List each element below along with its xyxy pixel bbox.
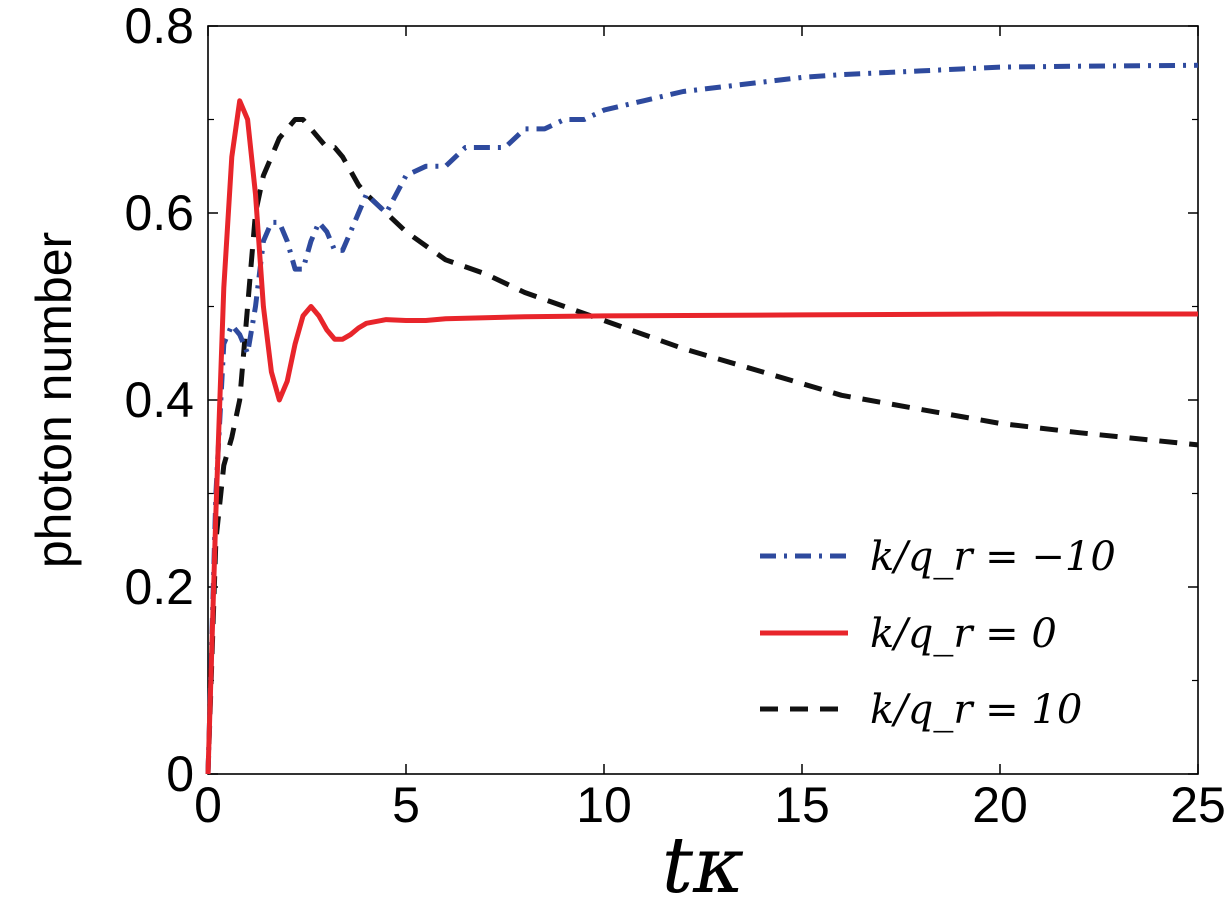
- legend-label: k/q_r = −10: [870, 534, 1116, 580]
- y-tick-label: 0.2: [124, 559, 194, 615]
- y-tick-label: 0: [166, 746, 194, 802]
- x-tick-label: 20: [972, 777, 1028, 833]
- series-line-2: [205, 117, 1199, 775]
- tick-marks: [207, 25, 1199, 775]
- series-line-0: [205, 62, 1199, 775]
- x-axis-label: tκ: [662, 821, 745, 911]
- legend: k/q_r = −10 k/q_r = 0 k/q_r = 10: [760, 534, 1116, 733]
- y-axis-label: photon number: [26, 232, 82, 568]
- series-line-1: [205, 98, 1198, 775]
- plot-frame: [207, 25, 1199, 775]
- x-tick-label: 25: [1170, 777, 1226, 833]
- y-tick-label: 0.4: [124, 372, 194, 428]
- x-tick-label: 15: [774, 777, 830, 833]
- legend-label: k/q_r = 0: [870, 611, 1057, 657]
- series-lines: [205, 62, 1199, 775]
- x-tick-label: 10: [576, 777, 632, 833]
- x-tick-label: 5: [392, 777, 420, 833]
- y-tick-label: 0.6: [124, 185, 194, 241]
- tick-labels: 0 5 10 15 20 25 0 0.2 0.4 0.6 0.8: [124, 0, 1225, 833]
- x-tick-label: 0: [194, 777, 222, 833]
- legend-label: k/q_r = 10: [870, 687, 1082, 733]
- y-tick-label: 0.8: [124, 0, 194, 54]
